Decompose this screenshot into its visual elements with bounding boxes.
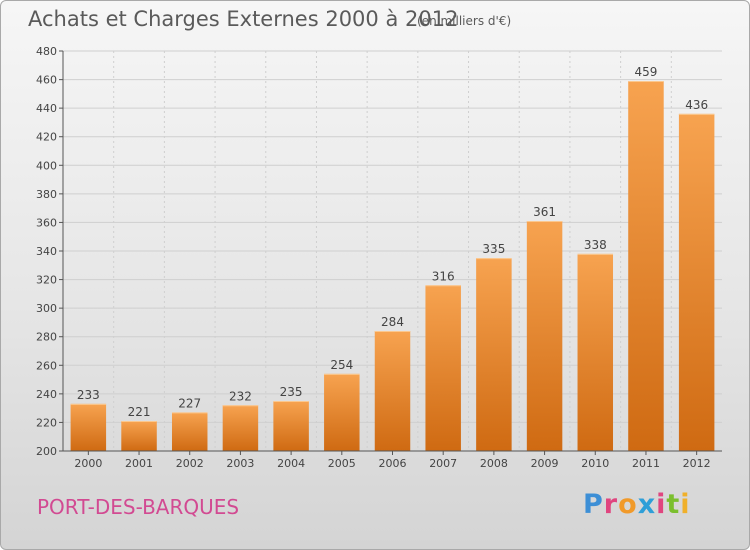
y-tick-label: 300 — [36, 302, 57, 315]
value-label: 227 — [178, 396, 201, 410]
x-tick-label: 2009 — [531, 457, 559, 470]
chart-subtitle: (en milliers d'€) — [417, 14, 512, 28]
bar-2005 — [324, 373, 360, 451]
bar-2001 — [121, 421, 157, 451]
y-tick-label: 480 — [36, 45, 57, 58]
x-tick-label: 2012 — [683, 457, 711, 470]
axes: 200 220 240 260 280 300 320 340 360 380 400 420 440 4… — [36, 45, 722, 470]
bars — [70, 81, 715, 451]
bar-2003 — [222, 405, 259, 451]
bar-2009 — [526, 221, 563, 451]
y-tick-label: 420 — [36, 131, 57, 144]
bar-2010 — [577, 253, 614, 451]
y-tick-label: 460 — [36, 74, 57, 87]
chart-title: Achats et Charges Externes 2000 à 2012 — [28, 7, 459, 31]
value-label: 233 — [77, 388, 100, 402]
x-tick-label: 2004 — [277, 457, 305, 470]
value-label: 221 — [128, 405, 151, 419]
x-tick-label: 2010 — [581, 457, 609, 470]
x-tick-label: 2003 — [226, 457, 254, 470]
value-label: 235 — [280, 385, 303, 399]
y-tick-label: 400 — [36, 159, 57, 172]
bar-2006 — [374, 331, 411, 451]
x-tick-label: 2007 — [429, 457, 457, 470]
y-tick-label: 380 — [36, 188, 57, 201]
x-tick-label: 2006 — [379, 457, 407, 470]
value-label: 284 — [381, 315, 404, 329]
x-tick-label: 2008 — [480, 457, 508, 470]
y-tick-label: 440 — [36, 102, 57, 115]
bar-2002 — [171, 412, 208, 451]
value-label: 459 — [635, 65, 658, 79]
x-tick-label: 2005 — [328, 457, 356, 470]
value-label: 254 — [330, 358, 353, 372]
value-label: 361 — [533, 205, 556, 219]
value-label: 232 — [229, 389, 252, 403]
value-label: 338 — [584, 238, 607, 252]
bar-2011 — [628, 81, 664, 451]
y-tick-label: 260 — [36, 359, 57, 372]
data-labels: 233 221 227 232 235 254 284 316 335 361 338 459 436 — [77, 65, 708, 419]
y-tick-label: 240 — [36, 388, 57, 401]
bar-2012 — [678, 113, 715, 451]
value-label: 335 — [482, 242, 505, 256]
y-tick-label: 200 — [36, 445, 57, 458]
town-name: PORT-DES-BARQUES — [37, 495, 240, 519]
x-tick-label: 2001 — [125, 457, 153, 470]
value-label: 436 — [685, 98, 708, 112]
bar-2000 — [70, 403, 107, 451]
y-tick-label: 360 — [36, 216, 57, 229]
x-tick-label: 2000 — [74, 457, 102, 470]
x-tick-label: 2011 — [632, 457, 660, 470]
value-label: 316 — [432, 269, 455, 283]
bar-2008 — [476, 258, 512, 451]
y-tick-label: 320 — [36, 274, 57, 287]
y-tick-label: 220 — [36, 416, 57, 429]
y-tick-label: 340 — [36, 245, 57, 258]
x-tick-label: 2002 — [176, 457, 204, 470]
bar-2004 — [273, 401, 309, 451]
y-tick-label: 280 — [36, 331, 57, 344]
bar-2007 — [425, 285, 461, 451]
proxiti-logo[interactable]: Proxiti — [583, 489, 691, 520]
